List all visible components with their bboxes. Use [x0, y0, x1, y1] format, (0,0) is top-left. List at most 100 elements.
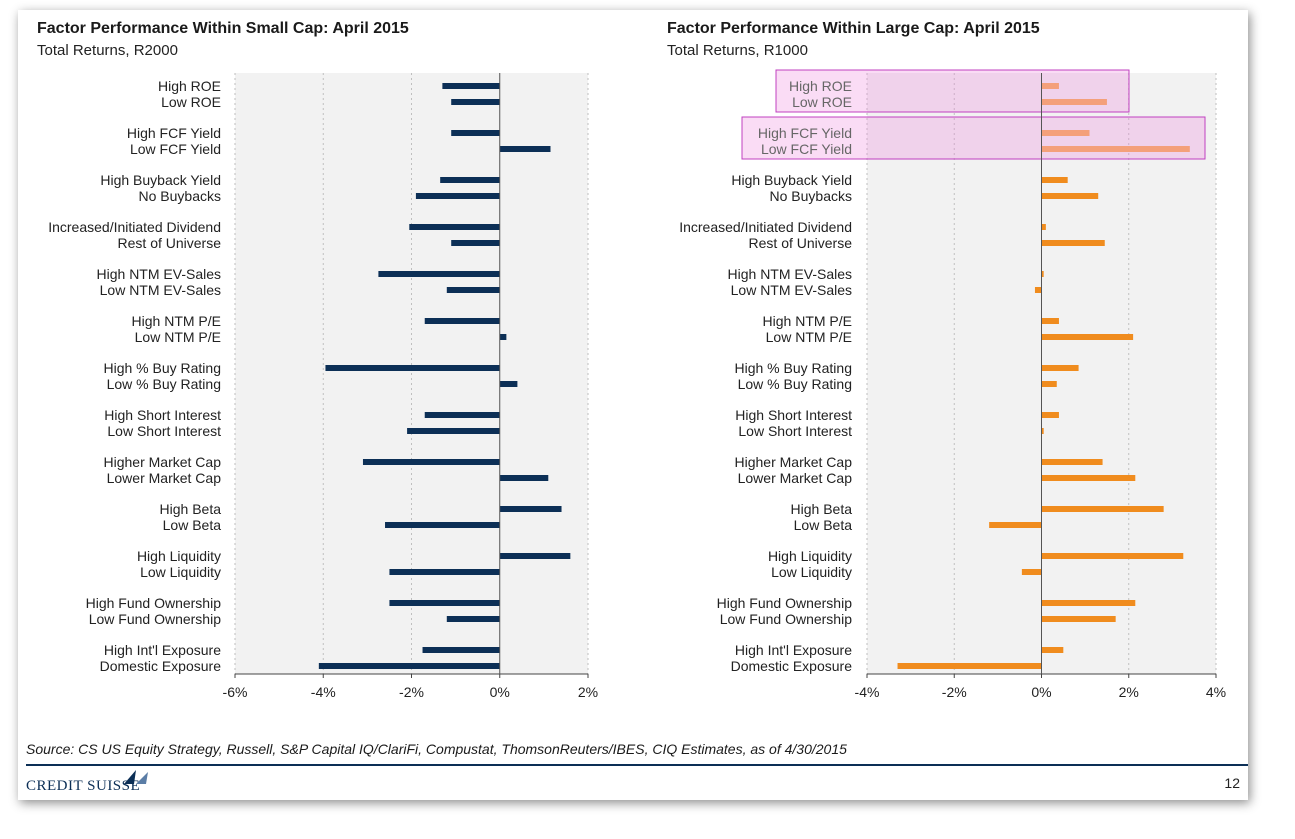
large-cap-chart-title: Factor Performance Within Large Cap: Apr…: [667, 20, 1040, 37]
large-cap-bar: [1041, 146, 1190, 152]
large-cap-bar: [1041, 381, 1057, 387]
large-cap-bar: [1034, 287, 1042, 293]
large-cap-bar: [1041, 271, 1044, 277]
small-cap-category-label: High FCF Yield: [127, 125, 221, 141]
small-cap-bar: [440, 177, 500, 183]
large-cap-chart-subtitle: Total Returns, R1000: [667, 42, 808, 59]
large-cap-bar: [1041, 428, 1044, 434]
small-cap-category-label: High Liquidity: [137, 548, 221, 564]
large-cap-category-label: Low NTM EV-Sales: [731, 282, 852, 298]
source-note: Source: CS US Equity Strategy, Russell, …: [26, 741, 847, 757]
large-cap-bar: [1041, 240, 1105, 246]
logo-text: CREDIT SUISSE: [26, 778, 141, 794]
small-cap-bar: [318, 663, 500, 669]
small-cap-category-label: Low NTM EV-Sales: [100, 282, 221, 298]
large-cap-bar: [1041, 553, 1184, 559]
small-cap-category-label: Domestic Exposure: [100, 658, 222, 674]
small-cap-category-label: Lower Market Cap: [107, 470, 222, 486]
large-cap-bar: [1041, 616, 1116, 622]
small-cap-bar: [446, 616, 500, 622]
small-cap-x-tick-label: 2%: [578, 684, 598, 700]
small-cap-category-label: Low FCF Yield: [130, 141, 221, 157]
small-cap-category-label: High Buyback Yield: [100, 172, 221, 188]
large-cap-category-label: Low Fund Ownership: [720, 611, 853, 627]
small-cap-bar: [499, 475, 549, 481]
large-cap-category-label: Low Beta: [794, 517, 853, 533]
large-cap-bar: [1041, 177, 1068, 183]
small-cap-category-label: High Int'l Exposure: [104, 642, 221, 658]
large-cap-category-label: High NTM EV-Sales: [728, 266, 852, 282]
small-cap-bar: [325, 365, 500, 371]
small-cap-bar: [385, 522, 500, 528]
small-cap-x-tick-label: -6%: [223, 684, 248, 700]
large-cap-category-label: Low Liquidity: [771, 564, 852, 580]
small-cap-category-label: High NTM P/E: [132, 313, 221, 329]
small-cap-category-label: Rest of Universe: [118, 235, 222, 251]
large-cap-category-label: High NTM P/E: [763, 313, 852, 329]
small-cap-bar: [378, 271, 500, 277]
small-cap-category-label: Low Beta: [163, 517, 222, 533]
large-cap-bar: [1041, 506, 1164, 512]
large-cap-x-tick-label: 4%: [1206, 684, 1226, 700]
small-cap-category-label: No Buybacks: [139, 188, 221, 204]
large-cap-bar: [1041, 99, 1107, 105]
large-cap-bar: [1041, 334, 1134, 340]
large-cap-bar: [1041, 193, 1099, 199]
large-cap-category-label: High Beta: [791, 501, 853, 517]
large-cap-bar: [989, 522, 1042, 528]
large-cap-category-label: Low FCF Yield: [761, 141, 852, 157]
large-cap-bar: [1021, 569, 1042, 575]
small-cap-bar: [499, 381, 518, 387]
small-cap-bar: [424, 412, 500, 418]
small-cap-bar: [409, 224, 500, 230]
small-cap-bar: [389, 569, 500, 575]
small-cap-chart-title: Factor Performance Within Small Cap: Apr…: [37, 20, 409, 37]
large-cap-x-tick-label: -4%: [855, 684, 880, 700]
large-cap-category-label: High Buyback Yield: [731, 172, 852, 188]
small-cap-category-label: High Short Interest: [104, 407, 221, 423]
small-cap-bar: [451, 99, 500, 105]
small-cap-x-tick-label: -2%: [399, 684, 424, 700]
large-cap-category-label: Domestic Exposure: [731, 658, 853, 674]
large-cap-category-label: High FCF Yield: [758, 125, 852, 141]
large-cap-category-label: High Int'l Exposure: [735, 642, 852, 658]
large-cap-x-tick-label: 0%: [1031, 684, 1051, 700]
large-cap-category-label: Higher Market Cap: [735, 454, 853, 470]
small-cap-category-label: High Fund Ownership: [86, 595, 222, 611]
large-cap-category-label: Lower Market Cap: [738, 470, 853, 486]
large-cap-category-label: Increased/Initiated Dividend: [679, 219, 852, 235]
small-cap-category-label: Low Liquidity: [140, 564, 221, 580]
large-cap-category-label: High Fund Ownership: [717, 595, 853, 611]
large-cap-x-tick-label: 2%: [1119, 684, 1139, 700]
large-cap-bar: [1041, 224, 1046, 230]
footer-divider: [26, 764, 1248, 766]
small-cap-category-label: High NTM EV-Sales: [97, 266, 221, 282]
small-cap-category-label: Low Short Interest: [107, 423, 221, 439]
large-cap-category-label: Rest of Universe: [749, 235, 853, 251]
large-cap-category-label: Low ROE: [792, 94, 852, 110]
small-cap-bar: [499, 506, 562, 512]
small-cap-bar: [362, 459, 500, 465]
large-cap-x-tick-label: -2%: [942, 684, 967, 700]
sails-icon: [124, 770, 148, 784]
large-cap-bar: [1041, 412, 1059, 418]
large-cap-bar: [1041, 83, 1059, 89]
large-cap-category-label: Low NTM P/E: [766, 329, 852, 345]
small-cap-category-label: Low NTM P/E: [135, 329, 221, 345]
large-cap-bar: [1041, 318, 1059, 324]
small-cap-bar: [499, 146, 551, 152]
large-cap-category-label: High Liquidity: [768, 548, 852, 564]
large-cap-category-label: No Buybacks: [770, 188, 852, 204]
large-cap-bar: [1041, 475, 1136, 481]
large-cap-category-label: Low % Buy Rating: [738, 376, 852, 392]
large-cap-category-label: High % Buy Rating: [734, 360, 852, 376]
small-cap-category-label: High % Buy Rating: [103, 360, 221, 376]
small-cap-bar: [422, 647, 500, 653]
small-cap-bar: [407, 428, 500, 434]
small-cap-category-label: Low % Buy Rating: [107, 376, 221, 392]
small-cap-chart-subtitle: Total Returns, R2000: [37, 42, 178, 59]
large-cap-bar: [1041, 365, 1079, 371]
large-cap-category-label: Low Short Interest: [738, 423, 852, 439]
large-cap-category-label: High ROE: [789, 78, 852, 94]
